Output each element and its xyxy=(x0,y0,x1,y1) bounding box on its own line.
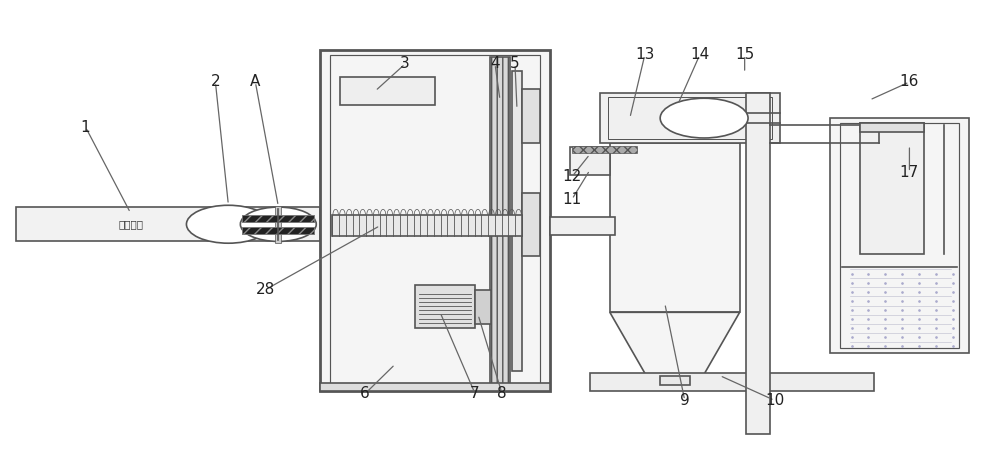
Bar xyxy=(860,123,924,254)
Bar xyxy=(570,148,610,174)
Bar xyxy=(512,71,522,371)
Text: 1: 1 xyxy=(81,120,90,135)
Text: 9: 9 xyxy=(680,393,690,408)
Polygon shape xyxy=(610,312,740,376)
Text: A: A xyxy=(250,74,261,90)
Bar xyxy=(332,215,522,236)
Bar xyxy=(475,290,491,323)
Text: 16: 16 xyxy=(900,74,919,90)
Text: 7: 7 xyxy=(470,386,480,401)
Bar xyxy=(830,118,969,353)
Text: 17: 17 xyxy=(900,165,919,180)
Bar xyxy=(572,146,637,153)
Text: 12: 12 xyxy=(562,169,582,184)
Bar xyxy=(340,77,435,105)
Text: 6: 6 xyxy=(360,386,370,401)
Bar xyxy=(608,97,772,140)
Bar xyxy=(16,207,320,241)
Bar xyxy=(840,123,959,348)
Bar xyxy=(660,376,690,385)
Bar xyxy=(320,383,550,391)
Bar xyxy=(860,123,924,132)
Bar xyxy=(610,143,740,312)
Bar xyxy=(415,285,475,328)
Bar xyxy=(275,206,281,243)
Text: 5: 5 xyxy=(510,57,520,72)
Bar xyxy=(242,215,314,222)
Bar xyxy=(600,93,780,143)
Text: 2: 2 xyxy=(211,74,220,90)
Text: 14: 14 xyxy=(690,48,709,63)
Bar xyxy=(320,50,550,391)
Bar xyxy=(242,215,314,222)
Circle shape xyxy=(660,98,748,138)
Bar xyxy=(522,89,540,143)
Text: 15: 15 xyxy=(735,48,754,63)
Bar xyxy=(590,373,874,391)
Bar xyxy=(242,226,314,234)
Text: 8: 8 xyxy=(497,386,507,401)
Text: 28: 28 xyxy=(256,282,275,297)
Bar xyxy=(330,55,540,387)
Bar xyxy=(490,57,510,385)
Text: 烟气进管: 烟气进管 xyxy=(118,219,143,229)
Bar xyxy=(550,217,615,235)
Text: 3: 3 xyxy=(400,57,410,72)
Text: 4: 4 xyxy=(490,57,500,72)
Text: 13: 13 xyxy=(635,48,654,63)
Circle shape xyxy=(240,207,316,241)
Text: 10: 10 xyxy=(765,393,784,408)
Bar xyxy=(746,93,770,434)
Text: 11: 11 xyxy=(562,192,582,207)
Bar xyxy=(522,193,540,256)
Bar xyxy=(242,226,314,234)
Circle shape xyxy=(186,205,270,243)
